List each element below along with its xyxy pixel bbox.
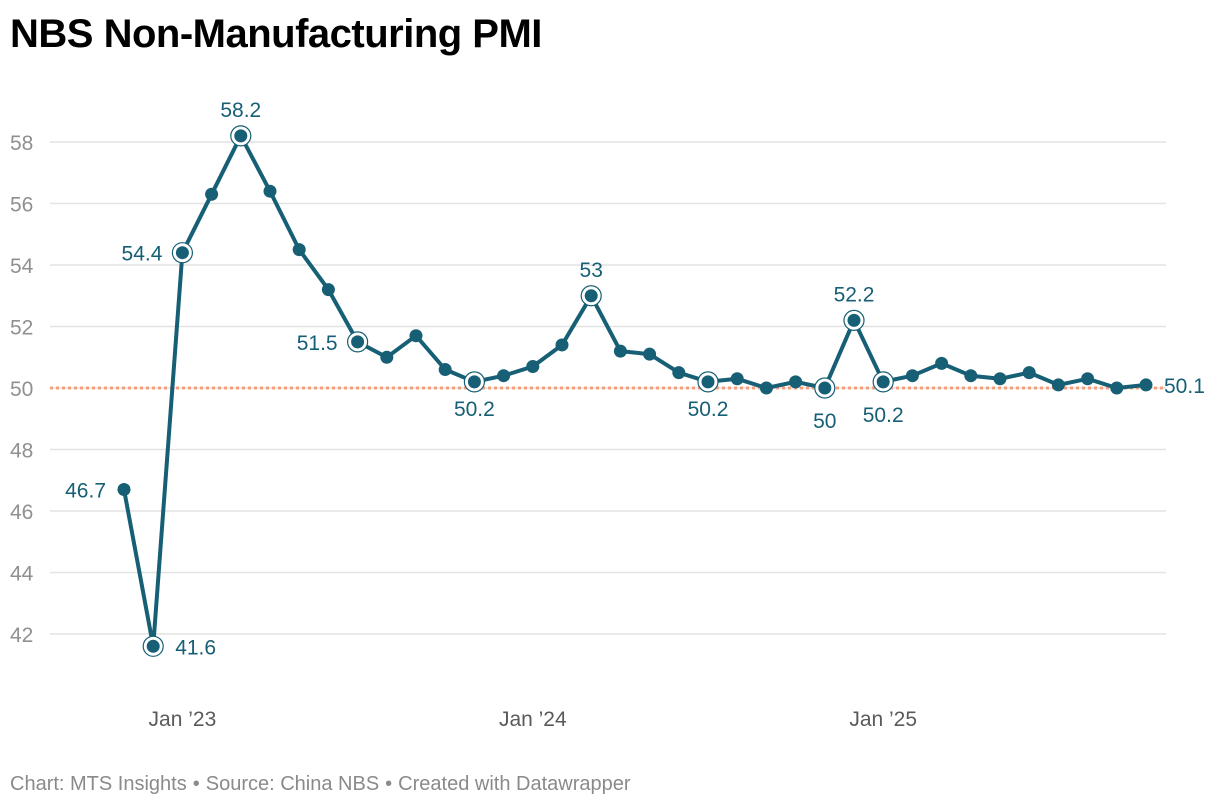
data-label: 54.4 [122,243,163,266]
data-label: 52.2 [834,283,875,306]
data-label: 50.2 [454,398,495,421]
y-tick-label: 56 [10,194,33,217]
data-point [993,372,1007,386]
data-point [351,335,365,349]
data-point [467,375,481,389]
y-tick-label: 52 [10,317,33,340]
data-point [438,363,452,377]
y-tick-label: 54 [10,255,34,278]
data-point [409,329,423,343]
data-point [175,246,189,260]
data-point [1139,378,1153,392]
data-label: 50.2 [863,404,904,427]
data-point [964,369,978,383]
chart-title: NBS Non-Manufacturing PMI [10,12,542,56]
y-tick-label: 42 [10,624,33,647]
data-label: 51.5 [297,332,338,355]
data-point [1081,372,1095,386]
data-point [730,372,744,386]
data-label: 58.2 [220,99,261,122]
data-point [292,243,306,257]
footer-separator: • [192,773,200,795]
data-point [526,359,540,373]
data-point [146,639,160,653]
data-point [672,366,686,380]
footer-separator: • [385,773,393,795]
data-point [1051,378,1065,392]
data-label: 50.1 [1164,375,1205,398]
data-point [876,375,890,389]
data-point [1022,366,1036,380]
chart-footer: Chart: MTS Insights • Source: China NBS • Cr… [10,773,631,796]
data-point [263,184,277,198]
data-points [117,125,1153,657]
series-line [122,133,1148,649]
y-tick-label: 58 [10,132,33,155]
data-point [321,283,335,297]
data-point [117,482,131,496]
data-point [759,381,773,395]
data-point [818,381,832,395]
footer-created: Created with Datawrapper [398,773,631,795]
data-point [555,338,569,352]
data-point [789,375,803,389]
data-point [205,187,219,201]
y-tick-label: 44 [10,563,34,586]
y-tick-label: 46 [10,501,33,524]
y-tick-label: 48 [10,440,33,463]
data-labels: 46.7 41.6 54.4 58.2 51.5 50.2 53 50.2 50 52.2 50.2… [65,99,1205,659]
x-axis-ticks: Jan ’23 Jan ’24 Jan ’25 [149,708,918,731]
data-point [1110,381,1124,395]
x-tick-label: Jan ’24 [499,708,567,731]
footer-source: Source: China NBS [205,773,380,795]
data-label: 50 [813,410,836,433]
data-label: 50.2 [688,398,729,421]
data-label: 46.7 [65,479,106,502]
x-tick-label: Jan ’23 [149,708,217,731]
data-point [905,369,919,383]
data-point [935,356,949,370]
data-point [497,369,511,383]
data-point [380,350,394,364]
series-line-layer [122,133,1148,649]
y-tick-label: 50 [10,378,33,401]
data-point [234,129,248,143]
data-point [701,375,715,389]
data-point [613,344,627,358]
data-point [847,313,861,327]
data-point [584,289,598,303]
y-axis-ticks: 42 44 46 48 50 52 54 56 58 [10,132,34,647]
footer-chart-by: Chart: MTS Insights [10,773,187,795]
x-tick-label: Jan ’25 [849,708,917,731]
data-label: 53 [580,259,603,282]
data-label: 41.6 [175,636,216,659]
data-point [643,347,657,361]
